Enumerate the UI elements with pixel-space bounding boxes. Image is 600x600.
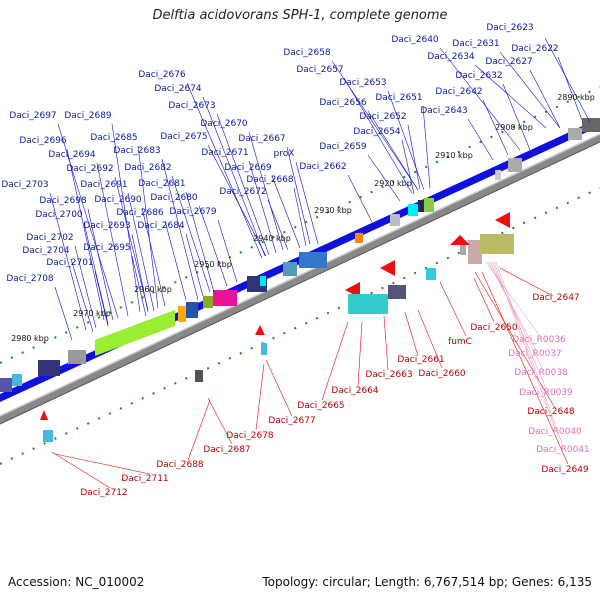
gene-label-daci-2691: Daci_2691: [80, 180, 127, 190]
rna-gene-labels: Daci_R0036 Daci_R0037 Daci_R0038 Daci_R0039…: [508, 335, 590, 455]
gene-label-daci-2647: Daci_2647: [532, 293, 579, 303]
gene-label-daci-2640: Daci_2640: [391, 35, 439, 45]
gene-label-daci-2627: Daci_2627: [485, 57, 532, 67]
tick-label-2970-kbp: 2970 kbp: [73, 309, 111, 318]
gene-label-daci-2658: Daci_2658: [283, 48, 331, 58]
gene-label-daci-2650: Daci_2650: [470, 323, 518, 333]
accession-text: Accession: NC_010002: [8, 575, 145, 589]
gene-label-daci-2704: Daci_2704: [22, 246, 70, 256]
gene-label-daci-2700: Daci_2700: [35, 210, 83, 220]
gene-label-prox: proX: [274, 149, 295, 159]
tick-label-2910-kbp: 2910 kbp: [435, 151, 473, 160]
tick-labels: 2890 kbp 2900 kbp 2910 kbp 2920 kbp 2930 kbp…: [11, 93, 595, 343]
gene-label-daci-2669: Daci_2669: [224, 163, 272, 173]
gene-label-daci-2674: Daci_2674: [154, 84, 202, 94]
tick-label-2980-kbp: 2980 kbp: [11, 334, 49, 343]
forward-callout-lines: [49, 37, 591, 341]
tick-label-2890-kbp: 2890 kbp: [557, 93, 595, 102]
gene-label-daci-2694: Daci_2694: [48, 150, 96, 160]
rna-label-daci-r0041: Daci_R0041: [536, 445, 590, 455]
gene-label-daci-2684: Daci_2684: [137, 221, 185, 231]
gene-label-daci-2688: Daci_2688: [156, 460, 204, 470]
gene-label-daci-2672: Daci_2672: [219, 187, 266, 197]
gene-label-daci-2701: Daci_2701: [46, 258, 93, 268]
reverse-gene-labels: Daci_2647 Daci_2650 fumC Daci_2661 Daci_2663…: [80, 293, 589, 498]
gene-label-daci-2689: Daci_2689: [64, 111, 112, 121]
gene-label-daci-2649: Daci_2649: [541, 465, 589, 475]
gene-label-daci-2623: Daci_2623: [486, 23, 533, 33]
gene-label-daci-2660: Daci_2660: [418, 369, 466, 379]
rna-callout-lines: [485, 261, 564, 447]
forward-feature-blocks: [0, 118, 600, 392]
map-title: Delftia acidovorans SPH-1, complete geno…: [152, 8, 448, 23]
gene-label-daci-2670: Daci_2670: [200, 119, 248, 129]
gene-label-daci-2634: Daci_2634: [427, 52, 475, 62]
gene-label-daci-2708: Daci_2708: [6, 274, 54, 284]
gene-label-daci-2662: Daci_2662: [299, 162, 346, 172]
rna-label-daci-r0037: Daci_R0037: [508, 349, 562, 359]
gene-label-daci-2632: Daci_2632: [455, 71, 502, 81]
gene-label-daci-2661: Daci_2661: [397, 355, 444, 365]
gene-label-daci-2690: Daci_2690: [94, 195, 142, 205]
gene-label-daci-2675: Daci_2675: [160, 132, 207, 142]
gene-label-daci-2687: Daci_2687: [203, 445, 250, 455]
gene-label-daci-2673: Daci_2673: [168, 101, 215, 111]
reverse-feature-blocks: [40, 212, 514, 442]
gene-label-daci-2698: Daci_2698: [39, 196, 87, 206]
gene-label-daci-2671: Daci_2671: [201, 148, 248, 158]
gene-label-daci-2685: Daci_2685: [90, 133, 137, 143]
gene-label-daci-2652: Daci_2652: [359, 112, 406, 122]
gene-label-daci-2622: Daci_2622: [511, 44, 558, 54]
gene-label-daci-2683: Daci_2683: [113, 146, 160, 156]
gene-label-daci-2654: Daci_2654: [353, 127, 401, 137]
gene-label-daci-2680: Daci_2680: [150, 193, 198, 203]
reverse-callout-lines: [51, 267, 569, 489]
gene-label-daci-2702: Daci_2702: [26, 233, 73, 243]
gene-label-daci-2642: Daci_2642: [435, 87, 482, 97]
gene-label-daci-2679: Daci_2679: [169, 207, 217, 217]
gene-label-daci-2682: Daci_2682: [124, 163, 171, 173]
gene-label-daci-2703: Daci_2703: [1, 180, 48, 190]
tick-label-2920-kbp: 2920 kbp: [374, 179, 412, 188]
tick-label-2960-kbp: 2960 kbp: [134, 285, 172, 294]
gene-label-daci-2657: Daci_2657: [296, 65, 343, 75]
gene-label-daci-2677: Daci_2677: [268, 416, 315, 426]
gene-label-daci-2659: Daci_2659: [319, 142, 367, 152]
gene-label-daci-2695: Daci_2695: [83, 243, 130, 253]
gene-label-daci-2681: Daci_2681: [138, 179, 185, 189]
backbone: [0, 133, 600, 425]
rna-label-daci-r0040: Daci_R0040: [528, 427, 582, 437]
genome-summary-text: Topology: circular; Length: 6,767,514 bp…: [262, 575, 592, 589]
gene-label-daci-2648: Daci_2648: [527, 407, 575, 417]
gene-label-daci-2643: Daci_2643: [420, 106, 467, 116]
gene-label-daci-2665: Daci_2665: [297, 401, 344, 411]
rna-label-daci-r0038: Daci_R0038: [514, 368, 568, 378]
gene-label-daci-2664: Daci_2664: [331, 386, 379, 396]
gene-label-daci-2651: Daci_2651: [375, 93, 422, 103]
gene-label-daci-2668: Daci_2668: [246, 175, 294, 185]
tick-label-2940-kbp: 2940 kbp: [253, 234, 291, 243]
forward-gene-labels: Daci_2623 Daci_2622 Daci_2640 Daci_2631 Daci…: [1, 23, 558, 284]
tick-label-2930-kbp: 2930 kbp: [314, 206, 352, 215]
gene-label-daci-2693: Daci_2693: [83, 221, 130, 231]
tick-label-2950-kbp: 2950 kbp: [194, 260, 232, 269]
gene-label-daci-2656: Daci_2656: [319, 98, 367, 108]
gene-label-daci-2631: Daci_2631: [452, 39, 499, 49]
gene-label-daci-2663: Daci_2663: [365, 370, 412, 380]
gene-label-daci-2697: Daci_2697: [9, 111, 56, 121]
rna-label-daci-r0039: Daci_R0039: [519, 388, 573, 398]
gene-label-daci-2667: Daci_2667: [238, 134, 285, 144]
gene-label-daci-2653: Daci_2653: [339, 78, 386, 88]
gene-label-daci-2696: Daci_2696: [19, 136, 67, 146]
tick-label-2900-kbp: 2900 kbp: [495, 123, 533, 132]
gene-label-daci-2692: Daci_2692: [66, 164, 113, 174]
gene-label-daci-2686: Daci_2686: [116, 208, 164, 218]
gene-label-daci-2676: Daci_2676: [138, 70, 186, 80]
gene-label-fumc: fumC: [448, 337, 472, 347]
rna-label-daci-r0036: Daci_R0036: [512, 335, 566, 345]
gene-label-daci-2711: Daci_2711: [121, 474, 168, 484]
gene-label-daci-2712: Daci_2712: [80, 488, 127, 498]
gene-label-daci-2678: Daci_2678: [226, 431, 274, 441]
